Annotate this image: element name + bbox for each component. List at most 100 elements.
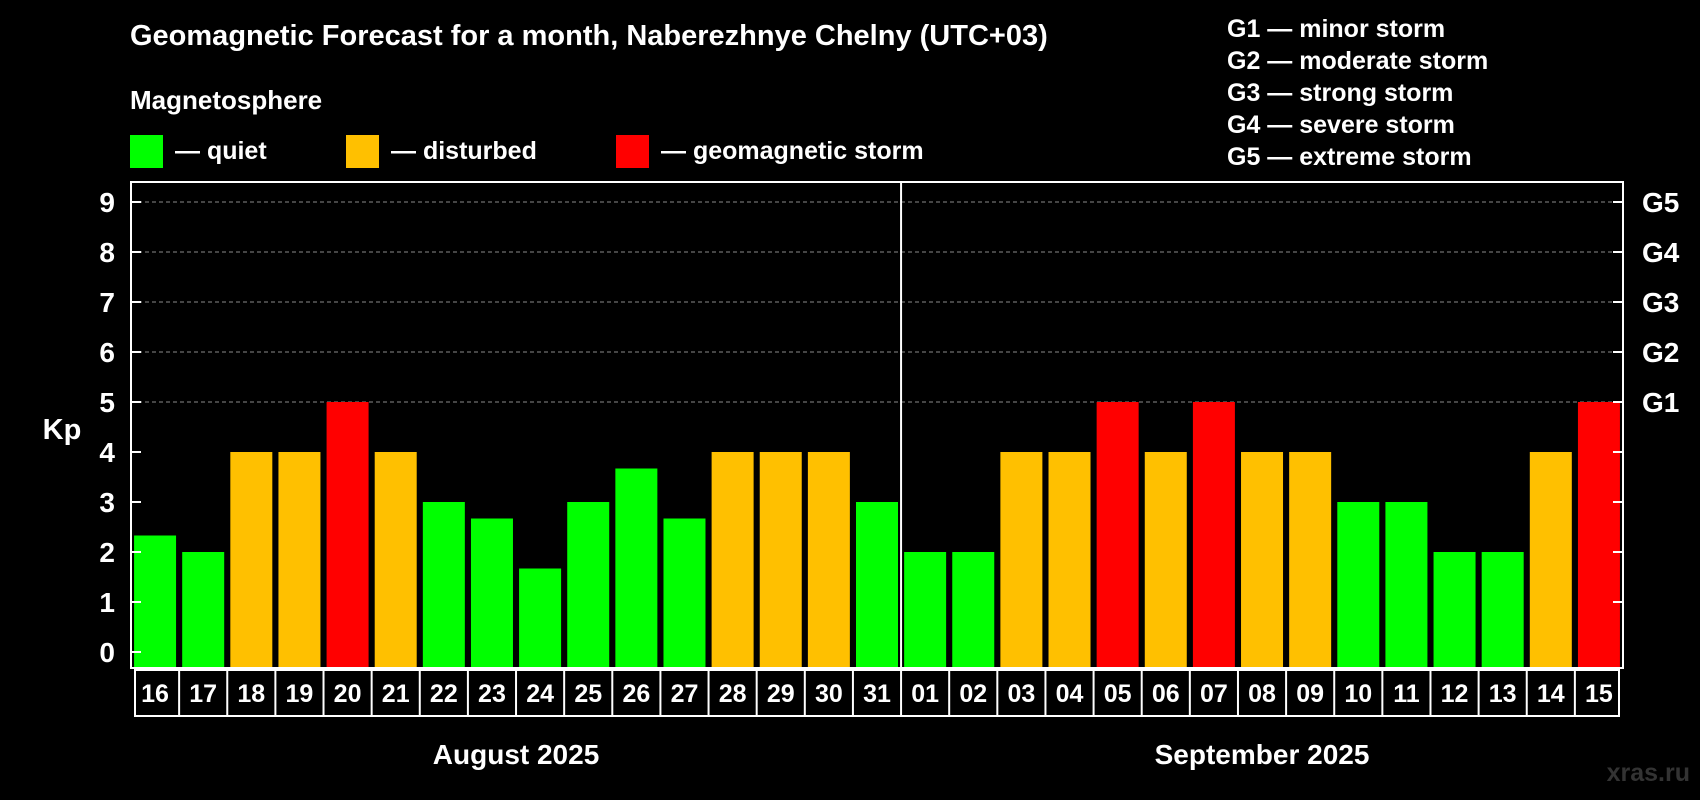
month-label-0: August 2025 — [433, 739, 600, 770]
date-label-03: 03 — [1007, 680, 1035, 708]
y-tick-label: 3 — [99, 487, 115, 518]
y-tick-label: 2 — [99, 537, 115, 568]
date-label-23: 23 — [478, 680, 506, 708]
kp-bar-03 — [1000, 452, 1043, 668]
storm-level-label-g4: G4 — [1642, 237, 1680, 268]
kp-bar-31 — [856, 502, 898, 668]
y-tick-label: 8 — [99, 237, 115, 268]
date-label-05: 05 — [1104, 680, 1132, 708]
kp-bar-09 — [1289, 452, 1332, 668]
legend-swatch-disturbed — [346, 134, 379, 168]
date-label-07: 07 — [1200, 680, 1228, 708]
date-label-13: 13 — [1489, 680, 1517, 708]
date-label-27: 27 — [671, 680, 699, 708]
legend-swatch-storm — [616, 134, 649, 168]
legend-item-quiet: — quiet — [130, 134, 267, 168]
brand-watermark: xras.ru — [1606, 759, 1690, 787]
y-tick-label: 0 — [99, 637, 115, 668]
kp-bar-06 — [1144, 452, 1187, 668]
chart-subtitle: Magnetosphere — [130, 85, 323, 115]
y-tick-label: 7 — [99, 287, 115, 318]
date-label-04: 04 — [1056, 680, 1084, 708]
y-tick-label: 4 — [99, 437, 115, 468]
month-label-1: September 2025 — [1155, 739, 1370, 770]
kp-bar-21 — [374, 452, 417, 668]
date-label-11: 11 — [1393, 680, 1420, 708]
kp-bar-13 — [1481, 552, 1524, 668]
date-label-09: 09 — [1296, 680, 1324, 708]
storm-level-g1: G1 — minor storm — [1227, 15, 1446, 43]
storm-level-label-g1: G1 — [1642, 387, 1679, 418]
date-label-28: 28 — [719, 680, 747, 708]
date-label-06: 06 — [1152, 680, 1180, 708]
kp-bar-04 — [1048, 452, 1091, 668]
kp-bar-28 — [711, 452, 754, 668]
kp-bar-26 — [615, 468, 658, 668]
date-label-18: 18 — [237, 680, 265, 708]
date-label-08: 08 — [1248, 680, 1276, 708]
storm-level-label-g5: G5 — [1642, 187, 1679, 218]
legend-item-storm: — geomagnetic storm — [616, 134, 924, 168]
kp-bar-07 — [1192, 402, 1235, 668]
date-label-17: 17 — [189, 680, 217, 708]
date-label-26: 26 — [622, 680, 650, 708]
y-tick-label: 1 — [99, 587, 115, 618]
kp-bar-30 — [807, 452, 850, 668]
date-label-30: 30 — [815, 680, 843, 708]
kp-bar-23 — [470, 518, 513, 668]
date-label-19: 19 — [286, 680, 314, 708]
chart-title: Geomagnetic Forecast for a month, Nabere… — [130, 20, 1048, 52]
date-label-10: 10 — [1344, 680, 1372, 708]
storm-level-g3: G3 — strong storm — [1227, 79, 1454, 107]
plot-frame — [130, 181, 1624, 669]
date-label-14: 14 — [1537, 680, 1565, 708]
y-axis-label: Kp — [43, 414, 82, 446]
legend-label-disturbed: — disturbed — [391, 136, 537, 165]
date-label-02: 02 — [959, 680, 987, 708]
date-label-22: 22 — [430, 680, 458, 708]
kp-bar-19 — [278, 452, 321, 668]
kp-bar-15 — [1577, 402, 1620, 668]
storm-level-list: G1 — minor storm G2 — moderate storm G3 … — [1227, 13, 1488, 173]
date-label-29: 29 — [767, 680, 795, 708]
kp-bar-01 — [904, 552, 947, 668]
date-label-21: 21 — [382, 680, 410, 708]
legend-swatch-quiet — [130, 134, 163, 168]
storm-level-g5: G5 — extreme storm — [1227, 143, 1472, 171]
kp-bar-10 — [1337, 502, 1380, 668]
kp-bar-27 — [663, 518, 706, 668]
storm-level-label-g2: G2 — [1642, 337, 1679, 368]
kp-bar-25 — [567, 502, 610, 668]
y-tick-label: 6 — [99, 337, 115, 368]
storm-level-g4: G4 — severe storm — [1227, 111, 1455, 139]
y-tick-label: 9 — [99, 187, 115, 218]
kp-bar-02 — [952, 552, 995, 668]
kp-bar-17 — [182, 552, 225, 668]
legend-label-storm: — geomagnetic storm — [661, 136, 924, 165]
storm-level-label-g3: G3 — [1642, 287, 1679, 318]
kp-bar-20 — [326, 402, 369, 668]
legend-label-quiet: — quiet — [175, 136, 267, 165]
legend-item-disturbed: — disturbed — [346, 134, 537, 168]
date-label-12: 12 — [1441, 680, 1469, 708]
y-tick-label: 5 — [99, 387, 115, 418]
date-label-16: 16 — [141, 680, 169, 708]
date-axis-frame — [134, 669, 1620, 717]
kp-bar-05 — [1096, 402, 1139, 668]
kp-bar-16 — [134, 535, 177, 668]
date-label-15: 15 — [1585, 680, 1613, 708]
kp-bar-08 — [1241, 452, 1284, 668]
kp-bar-29 — [759, 452, 802, 668]
date-label-24: 24 — [526, 680, 554, 708]
date-label-20: 20 — [334, 680, 362, 708]
kp-bar-14 — [1529, 452, 1572, 668]
storm-level-g2: G2 — moderate storm — [1227, 47, 1489, 75]
kp-bar-24 — [519, 568, 562, 668]
date-label-01: 01 — [911, 680, 939, 708]
kp-bar-11 — [1385, 502, 1428, 668]
date-label-25: 25 — [574, 680, 602, 708]
kp-bar-18 — [230, 452, 273, 668]
kp-bar-22 — [422, 502, 465, 668]
kp-bar-12 — [1433, 552, 1476, 668]
